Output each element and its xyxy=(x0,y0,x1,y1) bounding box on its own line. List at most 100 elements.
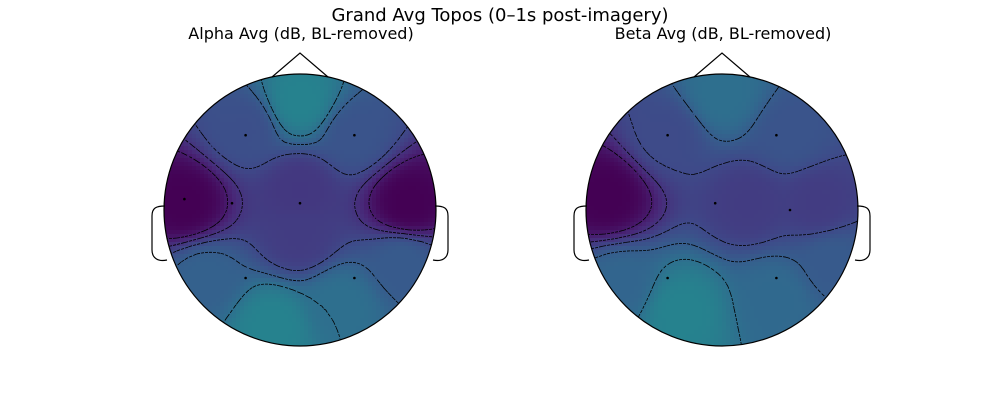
heatmap-cell xyxy=(240,282,245,287)
heatmap-cell xyxy=(428,102,433,107)
heatmap-cell xyxy=(420,242,425,247)
heatmap-cell xyxy=(224,142,229,147)
heatmap-cell xyxy=(428,282,433,287)
heatmap-cell xyxy=(408,86,413,91)
heatmap-cell xyxy=(416,298,421,303)
heatmap-cell xyxy=(384,170,389,175)
heatmap-cell xyxy=(368,134,373,139)
heatmap-cell xyxy=(240,190,245,195)
heatmap-cell xyxy=(372,262,377,267)
heatmap-cell xyxy=(420,210,425,215)
heatmap-cell xyxy=(352,210,357,215)
heatmap-cell xyxy=(252,250,257,255)
heatmap-cell xyxy=(208,122,213,127)
heatmap-cell xyxy=(308,114,313,119)
heatmap-cell xyxy=(196,78,201,83)
heatmap-cell xyxy=(300,294,305,299)
heatmap-cell xyxy=(208,302,213,307)
heatmap-cell xyxy=(372,314,377,319)
heatmap-cell xyxy=(204,182,209,187)
heatmap-cell xyxy=(320,254,325,259)
heatmap-cell xyxy=(344,162,349,167)
heatmap-cell xyxy=(420,330,425,335)
heatmap-cell xyxy=(204,326,209,331)
heatmap-cell xyxy=(180,170,185,175)
heatmap-cell xyxy=(758,78,763,83)
heatmap-cell xyxy=(292,74,297,79)
heatmap-cell xyxy=(360,226,365,231)
heatmap-cell xyxy=(232,238,237,243)
heatmap-cell xyxy=(774,74,779,79)
heatmap-cell xyxy=(420,114,425,119)
heatmap-cell xyxy=(344,138,349,143)
heatmap-cell xyxy=(850,78,855,83)
heatmap-cell xyxy=(396,210,401,215)
heatmap-cell xyxy=(236,142,241,147)
heatmap-cell xyxy=(396,334,401,339)
heatmap-cell xyxy=(384,262,389,267)
heatmap-cell xyxy=(188,206,193,211)
heatmap-cell xyxy=(432,250,436,255)
heatmap-cell xyxy=(336,142,341,147)
heatmap-cell xyxy=(634,78,639,83)
heatmap-cell xyxy=(380,158,385,163)
heatmap-cell xyxy=(268,258,273,263)
heatmap-cell xyxy=(340,126,345,131)
heatmap-cell xyxy=(216,334,221,339)
heatmap-cell xyxy=(424,178,429,183)
heatmap-cell xyxy=(268,182,273,187)
heatmap-cell xyxy=(248,270,253,275)
heatmap-cell xyxy=(168,306,173,311)
heatmap-cell xyxy=(280,278,285,283)
heatmap-cell xyxy=(288,74,293,79)
heatmap-cell xyxy=(384,134,389,139)
heatmap-cell xyxy=(400,226,405,231)
heatmap-cell xyxy=(292,206,297,211)
heatmap-cell xyxy=(360,222,365,227)
heatmap-cell xyxy=(284,274,289,279)
heatmap-cell xyxy=(192,238,197,243)
heatmap-cell xyxy=(244,330,249,335)
heatmap-cell xyxy=(168,154,173,159)
heatmap-cell xyxy=(376,326,381,331)
heatmap-cell xyxy=(798,86,803,91)
heatmap-cell xyxy=(304,278,309,283)
heatmap-cell xyxy=(212,246,217,251)
heatmap-cell xyxy=(364,170,369,175)
heatmap-cell xyxy=(356,334,361,339)
heatmap-cell xyxy=(324,142,329,147)
heatmap-cell xyxy=(316,290,321,295)
heatmap-cell xyxy=(352,186,357,191)
heatmap-cell xyxy=(196,334,201,339)
heatmap-cell xyxy=(388,266,393,271)
heatmap-cell xyxy=(320,78,325,83)
heatmap-cell xyxy=(348,330,353,335)
heatmap-cell xyxy=(388,162,393,167)
heatmap-cell xyxy=(352,246,357,251)
heatmap-cell xyxy=(212,342,217,346)
heatmap-cell xyxy=(404,326,409,331)
heatmap-cell xyxy=(384,302,389,307)
heatmap-cell xyxy=(284,314,289,319)
heatmap-cell xyxy=(364,90,369,95)
heatmap-cell xyxy=(256,154,261,159)
heatmap-cell xyxy=(252,190,257,195)
heatmap-cell xyxy=(324,162,329,167)
heatmap-cell xyxy=(368,170,373,175)
heatmap-cell xyxy=(400,134,405,139)
heatmap-cell xyxy=(200,134,205,139)
heatmap-cell xyxy=(336,102,341,107)
heatmap-cell xyxy=(348,338,353,343)
heatmap-cell xyxy=(244,154,249,159)
heatmap-cell xyxy=(340,154,345,159)
heatmap-cell xyxy=(380,102,385,107)
heatmap-cell xyxy=(376,286,381,291)
heatmap-cell xyxy=(288,330,293,335)
heatmap-cell xyxy=(416,218,421,223)
heatmap-cell xyxy=(618,82,623,87)
heatmap-cell xyxy=(260,286,265,291)
heatmap-cell xyxy=(204,146,209,151)
heatmap-cell xyxy=(372,318,377,323)
heatmap-cell xyxy=(232,294,237,299)
heatmap-cell xyxy=(412,162,417,167)
